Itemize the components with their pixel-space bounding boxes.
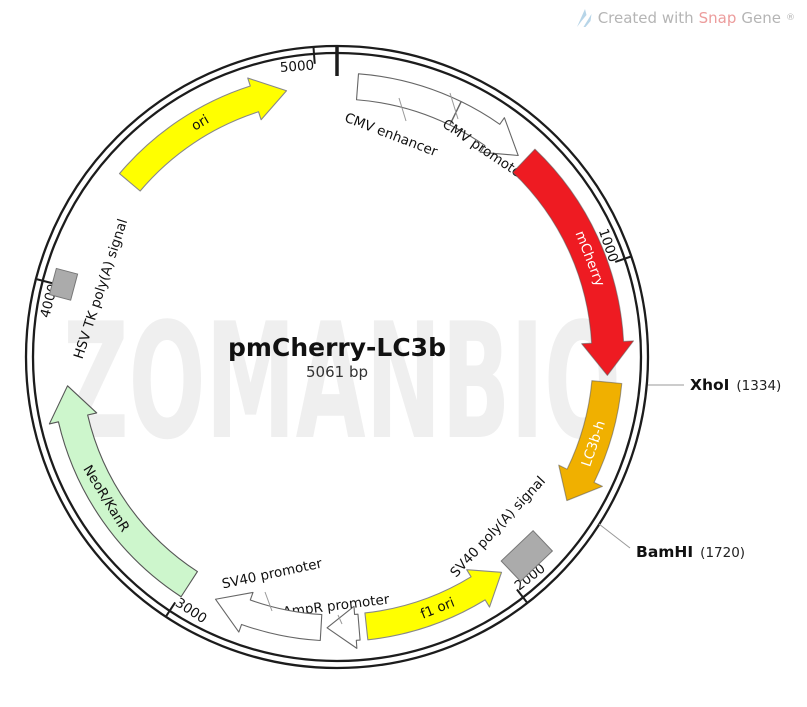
feature-sv40-polya-signal bbox=[500, 529, 554, 583]
snapgene-logo-icon bbox=[576, 9, 592, 27]
tick-5000 bbox=[312, 47, 316, 64]
leader-ampr-promoter bbox=[337, 614, 343, 625]
credit-registered-mark: ® bbox=[786, 12, 795, 23]
feature-sv40-promoter bbox=[214, 591, 323, 642]
feature-mcherry bbox=[512, 148, 635, 376]
plasmid-title: pmCherry-LC3b bbox=[228, 333, 446, 362]
feature-label-ori: ori bbox=[189, 112, 212, 135]
snapgene-credit: Created with Snap Gene ® bbox=[576, 8, 795, 28]
leader-cmv-promoter bbox=[449, 92, 459, 120]
site-position-xhoi: (1334) bbox=[736, 378, 781, 394]
tick-label-5000: 5000 bbox=[279, 57, 314, 76]
feature-ori bbox=[118, 77, 288, 192]
tick-label-3000: 3000 bbox=[172, 595, 209, 627]
tick-3000 bbox=[165, 601, 177, 617]
tick-2000 bbox=[516, 588, 528, 603]
plasmid-size: 5061 bp bbox=[306, 363, 368, 381]
feature-hsv-tk-polya-signal bbox=[48, 267, 79, 301]
credit-brand-gene: Gene bbox=[741, 9, 781, 27]
feature-cmv-promoter bbox=[449, 101, 519, 157]
leader-cmv-enhancer bbox=[398, 97, 407, 122]
site-label-bamhi: BamHI (1720) bbox=[636, 543, 745, 561]
feature-f1-ori bbox=[364, 569, 503, 641]
site-line-bamhi bbox=[598, 523, 631, 549]
site-position-bamhi: (1720) bbox=[700, 545, 745, 561]
feature-cmv-enhancer bbox=[355, 73, 462, 126]
feature-label-sv40-promoter: SV40 promoter bbox=[220, 555, 323, 592]
tick-4000 bbox=[36, 278, 53, 285]
feature-ampr-promoter bbox=[326, 605, 361, 649]
tick-1000 bbox=[614, 255, 631, 263]
feature-label-cmv-enhancer: CMV enhancer bbox=[342, 110, 440, 160]
leader-sv40-promoter bbox=[264, 591, 273, 612]
credit-brand-snap: Snap bbox=[698, 9, 737, 27]
feature-lc3b-h bbox=[558, 380, 623, 502]
site-label-xhoi: XhoI (1334) bbox=[690, 376, 781, 394]
watermark-text: ZOMANBIO bbox=[63, 288, 621, 475]
feature-neor-kanr bbox=[48, 385, 198, 598]
credit-text: Created with bbox=[597, 9, 694, 27]
